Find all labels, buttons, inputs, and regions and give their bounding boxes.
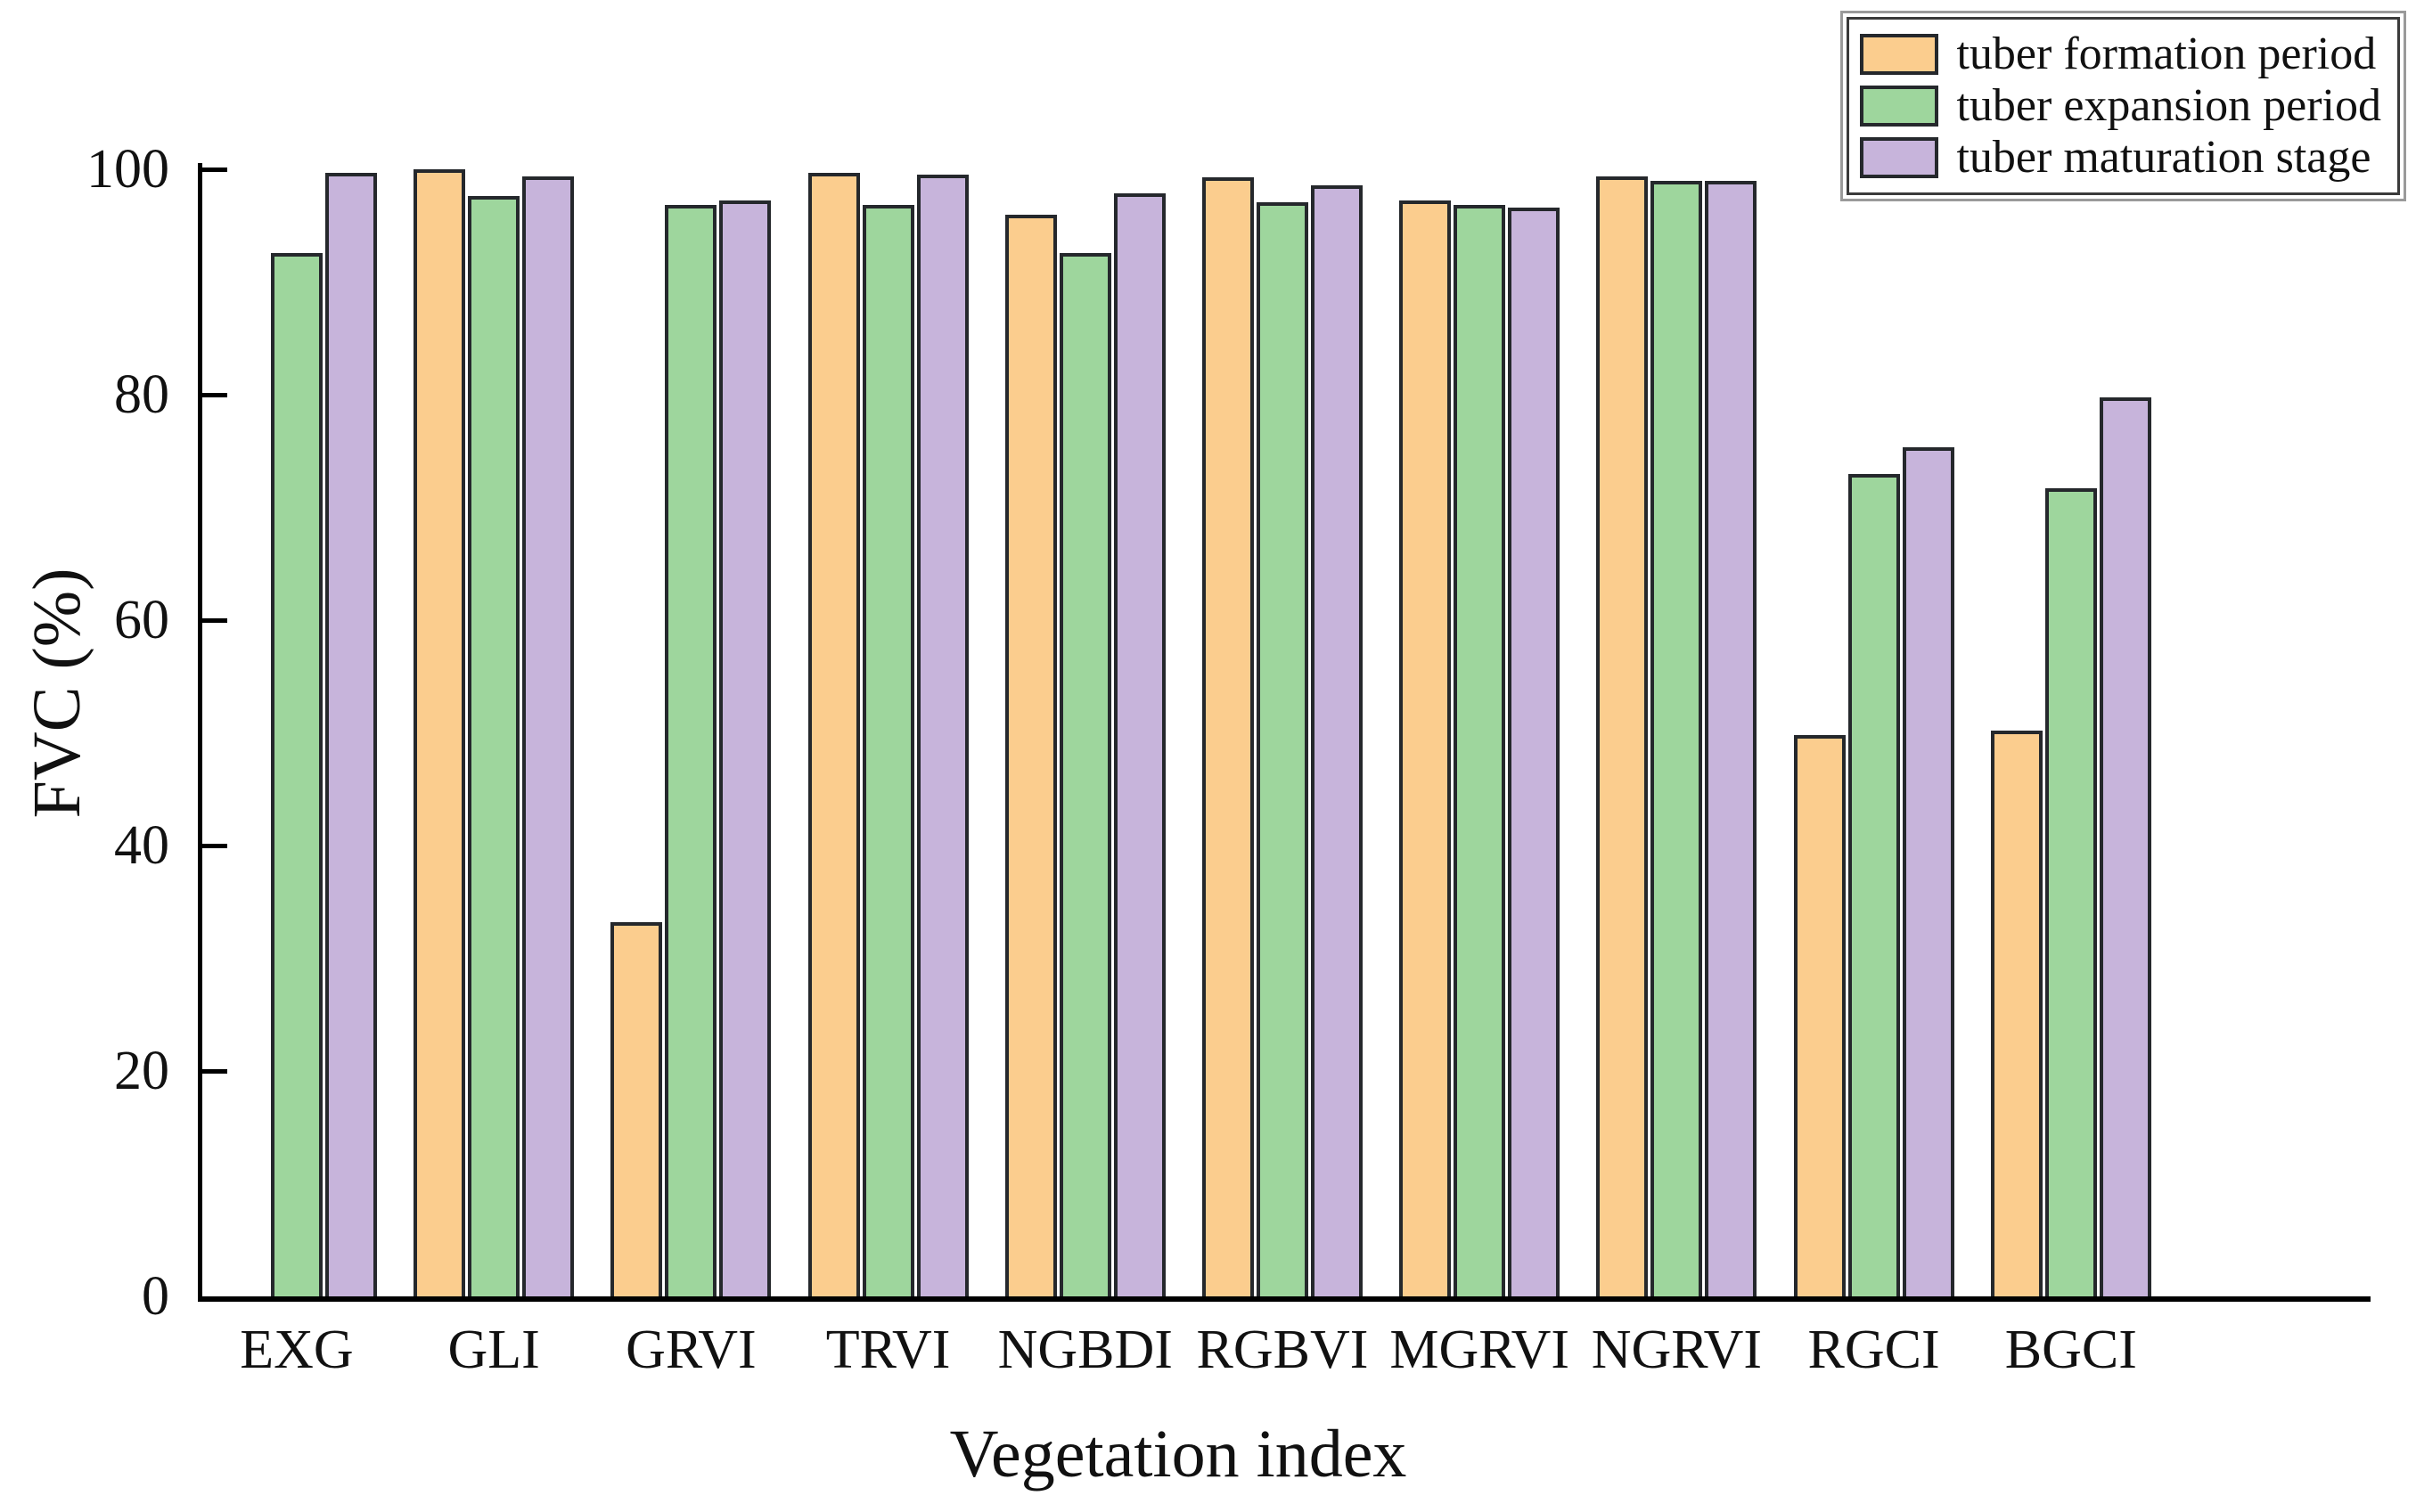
bar-RGCI-series1 (1793, 735, 1846, 1296)
bar-MGRVI-series3 (1508, 208, 1560, 1296)
legend: tuber formation period tuber expansion pe… (1840, 11, 2406, 201)
y-tick-mark (202, 393, 227, 397)
bar-NGRVI-series3 (1705, 180, 1757, 1296)
bar-RGCI-series2 (1847, 473, 1900, 1296)
bar-MGRVI-series1 (1399, 200, 1452, 1296)
bar-MGRVI-series2 (1454, 205, 1506, 1296)
x-tick-label-MGRVI: MGRVI (1389, 1320, 1570, 1380)
legend-rows: tuber formation period tuber expansion pe… (1847, 17, 2400, 195)
legend-item: tuber expansion period (1860, 80, 2381, 132)
bar-NGBDI-series1 (1004, 214, 1057, 1296)
x-tick-label-EXG: EXG (240, 1320, 354, 1380)
bar-RGCI-series3 (1902, 447, 1954, 1296)
x-tick-label-TRVI: TRVI (825, 1320, 951, 1380)
legend-label: tuber expansion period (1956, 80, 2381, 131)
x-tick-label-NGRVI: NGRVI (1591, 1320, 1763, 1380)
x-axis-spine (198, 1296, 2371, 1302)
bar-GRVI-series2 (665, 205, 717, 1296)
x-tick-label-BGCI: BGCI (2004, 1320, 2137, 1380)
legend-swatch (1860, 34, 1939, 75)
x-tick-label-NGBDI: NGBDI (997, 1320, 1173, 1380)
bar-GLI-series1 (414, 169, 466, 1296)
bar-EXG-series3 (325, 172, 377, 1296)
x-axis-title: Vegetation index (949, 1417, 1407, 1492)
bar-RGBVI-series2 (1257, 201, 1308, 1296)
legend-label: tuber maturation stage (1956, 132, 2371, 183)
y-axis-spine (198, 163, 202, 1302)
y-tick-label: 20 (114, 1041, 169, 1101)
x-tick-label-GLI: GLI (447, 1320, 540, 1380)
legend-item: tuber maturation stage (1860, 132, 2381, 184)
bar-NGRVI-series2 (1650, 180, 1703, 1296)
legend-swatch (1860, 137, 1939, 178)
legend-label: tuber formation period (1956, 29, 2377, 79)
x-tick-label-RGBVI: RGBVI (1196, 1320, 1369, 1380)
y-tick-label: 100 (86, 139, 169, 200)
y-tick-label: 60 (114, 590, 169, 650)
bar-BGCI-series1 (1990, 730, 2043, 1296)
legend-item: tuber formation period (1860, 29, 2381, 80)
bar-TRVI-series2 (862, 205, 914, 1296)
bar-TRVI-series3 (916, 175, 969, 1296)
bar-NGBDI-series2 (1059, 252, 1111, 1296)
bar-NGRVI-series1 (1596, 176, 1649, 1296)
legend-swatch (1860, 86, 1939, 127)
bar-GRVI-series3 (719, 200, 772, 1296)
bar-EXG-series2 (271, 252, 323, 1296)
bar-BGCI-series2 (2044, 487, 2097, 1296)
y-tick-label: 0 (142, 1266, 169, 1327)
y-tick-mark (202, 168, 227, 172)
y-tick-mark (202, 844, 227, 848)
y-tick-mark (202, 1069, 227, 1074)
bar-RGBVI-series3 (1311, 184, 1363, 1296)
x-tick-label-RGCI: RGCI (1807, 1320, 1940, 1380)
y-tick-label: 40 (114, 815, 169, 876)
bar-GLI-series2 (468, 196, 520, 1296)
bar-BGCI-series3 (2099, 396, 2151, 1296)
bar-GLI-series3 (522, 176, 575, 1296)
bar-RGBVI-series1 (1202, 176, 1254, 1296)
bar-NGBDI-series3 (1113, 192, 1166, 1296)
x-tick-label-GRVI: GRVI (626, 1320, 757, 1380)
y-tick-mark (202, 618, 227, 623)
bar-GRVI-series1 (610, 922, 663, 1296)
y-tick-label: 80 (114, 364, 169, 425)
bar-TRVI-series1 (807, 172, 860, 1296)
